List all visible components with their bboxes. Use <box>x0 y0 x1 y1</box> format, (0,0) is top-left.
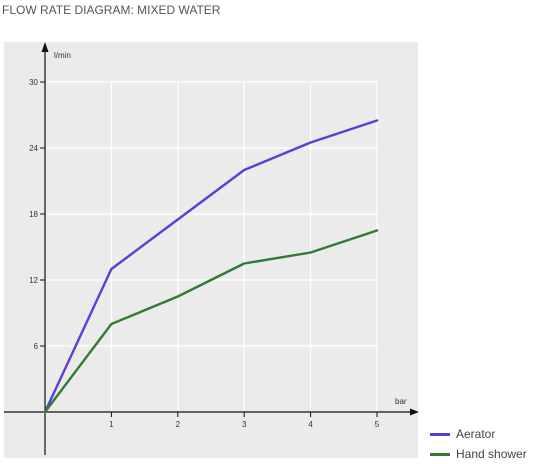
chart-legend: Aerator Hand shower <box>430 424 527 464</box>
series-line-aerator <box>43 119 379 414</box>
x-tick-label-2: 2 <box>176 420 181 429</box>
y-tick-label-24: 24 <box>29 144 38 153</box>
x-tick-label-4: 4 <box>308 420 313 429</box>
legend-label-hand-shower: Hand shower <box>456 447 527 461</box>
axis-labels: l/min bar <box>54 51 407 406</box>
legend-item-aerator: Aerator <box>430 424 527 444</box>
y-tick-label-18: 18 <box>29 210 38 219</box>
y-tick-label-12: 12 <box>29 276 38 285</box>
x-axis-arrow <box>410 408 419 416</box>
y-axis-arrow <box>41 42 49 52</box>
y-axis-label: l/min <box>54 51 71 60</box>
series-lines <box>43 119 379 414</box>
y-tick-label-30: 30 <box>29 78 38 87</box>
legend-item-hand-shower: Hand shower <box>430 444 527 464</box>
legend-label-aerator: Aerator <box>456 427 496 441</box>
x-axis-label: bar <box>395 397 407 406</box>
legend-swatch-hand-shower <box>430 452 450 456</box>
page-title: FLOW RATE DIAGRAM: MIXED WATER <box>2 3 221 17</box>
x-tick-label-3: 3 <box>242 420 247 429</box>
axes <box>4 42 419 455</box>
x-tick-label-1: 1 <box>109 420 114 429</box>
y-tick-label-6: 6 <box>34 342 39 351</box>
series-line-hand-shower <box>43 229 379 414</box>
x-tick-label-5: 5 <box>375 420 380 429</box>
legend-swatch-aerator <box>430 432 450 436</box>
plot-background <box>4 42 418 458</box>
